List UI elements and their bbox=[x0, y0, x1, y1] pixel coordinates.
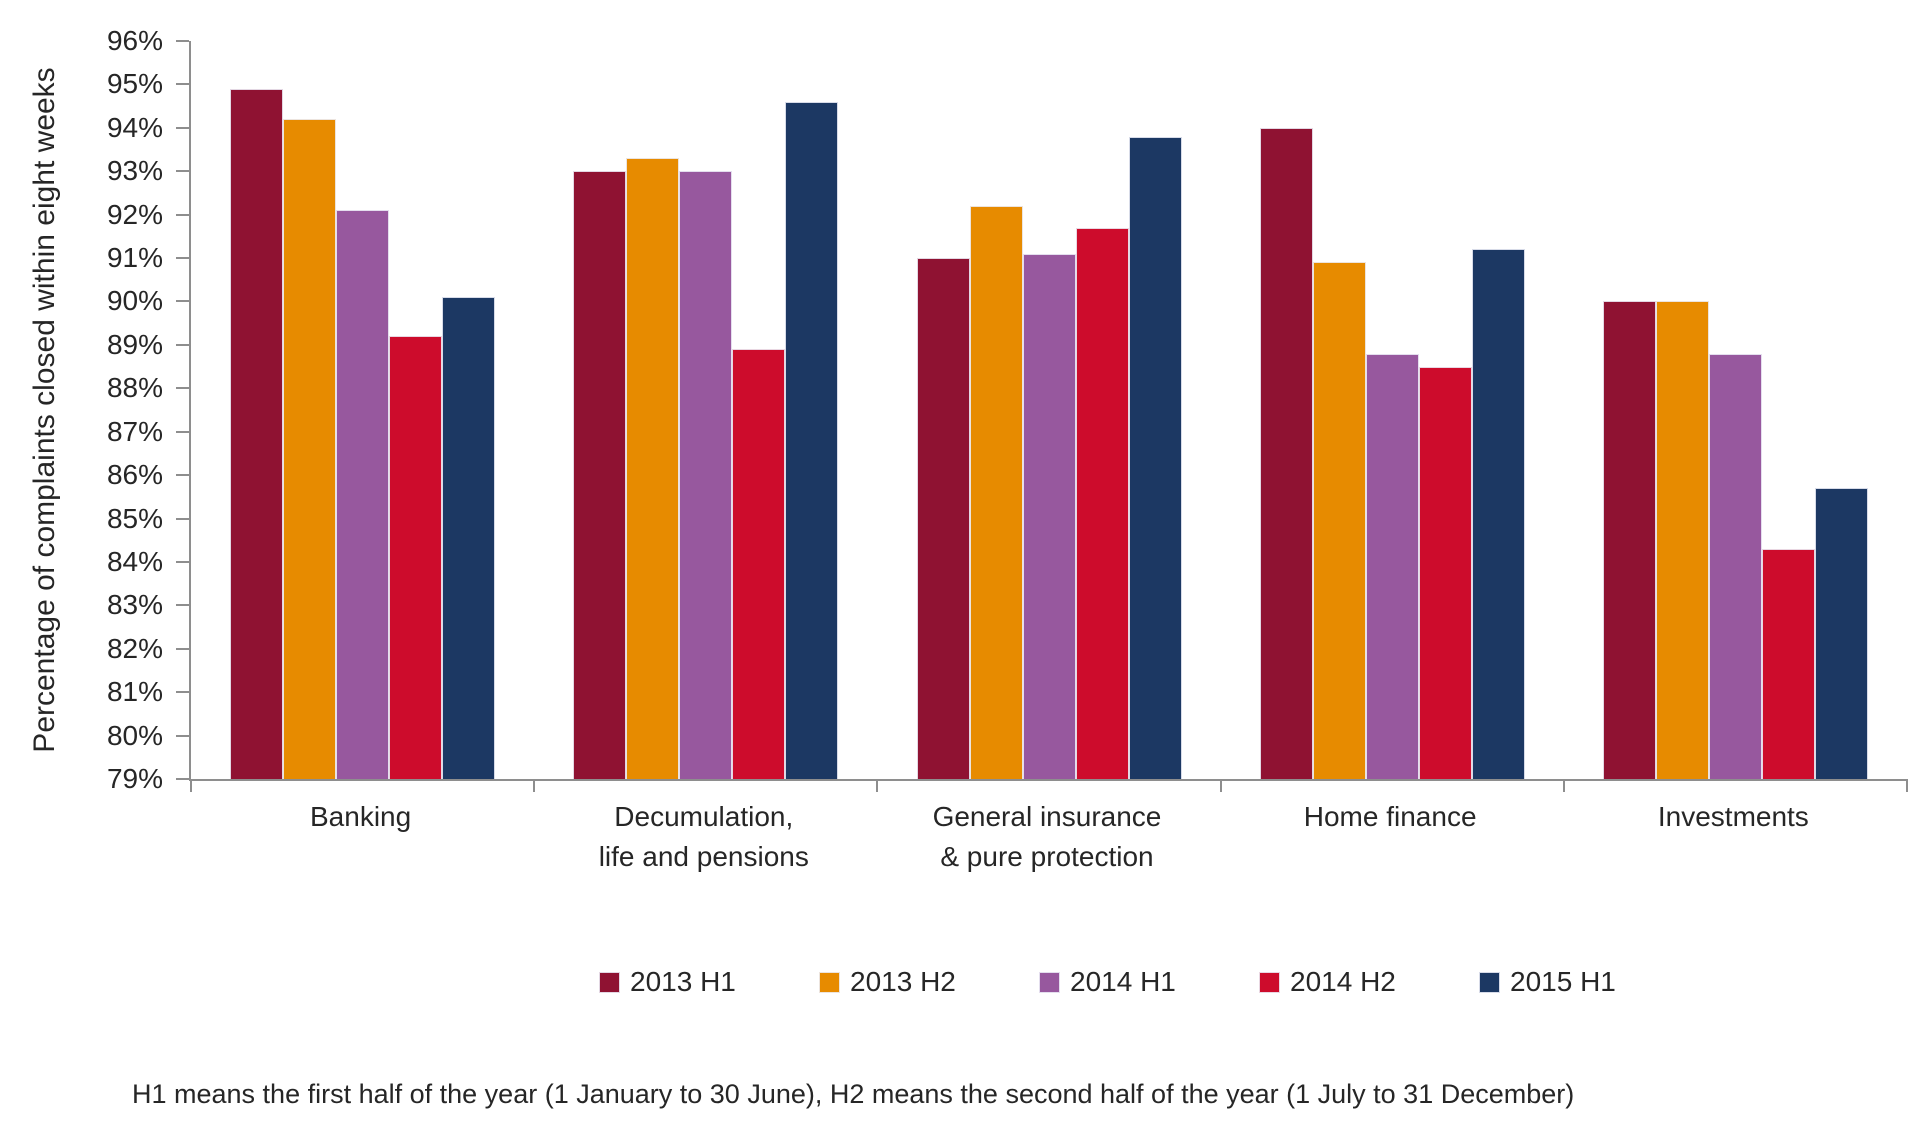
y-tick bbox=[176, 560, 189, 563]
bar-2013-h1-cat5 bbox=[1602, 301, 1656, 779]
x-tick bbox=[190, 779, 192, 792]
category-label: General insurance & pure protection bbox=[932, 801, 1162, 872]
y-tick-label: 82% bbox=[106, 632, 163, 664]
bar-2015-h1-cat5 bbox=[1814, 488, 1868, 779]
footnote: H1 means the first half of the year (1 J… bbox=[132, 1079, 1575, 1109]
x-tick bbox=[533, 779, 536, 792]
bar-2014-h1-cat3 bbox=[1022, 253, 1076, 779]
y-tick bbox=[176, 778, 189, 780]
legend-label: 2014 H2 bbox=[1290, 966, 1396, 997]
y-tick-label: 90% bbox=[106, 285, 163, 317]
y-tick-label: 84% bbox=[106, 545, 163, 577]
y-tick bbox=[176, 257, 189, 260]
y-axis-title: Percentage of complaints closed within e… bbox=[28, 67, 61, 753]
legend-swatch bbox=[1039, 971, 1060, 993]
y-tick bbox=[176, 213, 189, 216]
y-tick-label: 85% bbox=[106, 502, 163, 534]
y-tick bbox=[176, 170, 189, 173]
y-tick-label: 91% bbox=[106, 242, 163, 274]
bar-2013-h2-cat2 bbox=[626, 158, 680, 779]
bar-2014-h1-cat2 bbox=[679, 171, 733, 779]
y-tick-label: 94% bbox=[106, 111, 163, 143]
y-tick-label: 80% bbox=[106, 719, 163, 751]
x-axis-labels: Banking Decumulation, life and pensions Ge… bbox=[189, 797, 1905, 877]
legend-item: 2015 H1 bbox=[1479, 967, 1699, 997]
legend-swatch bbox=[819, 971, 840, 993]
bar-2014-h2-cat2 bbox=[732, 349, 786, 779]
y-tick bbox=[176, 387, 189, 390]
y-tick bbox=[176, 691, 189, 694]
y-tick-label: 79% bbox=[106, 763, 163, 794]
bar-2015-h1-cat2 bbox=[785, 101, 839, 779]
bar-2015-h1-cat3 bbox=[1128, 136, 1182, 779]
y-tick bbox=[176, 517, 189, 520]
bar-2013-h2-cat5 bbox=[1655, 301, 1709, 779]
y-tick bbox=[176, 604, 189, 607]
y-tick-label: 96% bbox=[106, 25, 163, 56]
y-tick-label: 88% bbox=[106, 372, 163, 404]
y-tick bbox=[176, 40, 189, 42]
legend-swatch bbox=[1259, 971, 1280, 993]
y-tick-label: 93% bbox=[106, 155, 163, 187]
bar-2015-h1-cat4 bbox=[1471, 249, 1525, 779]
y-tick-label: 89% bbox=[106, 328, 163, 360]
category-label: Home finance bbox=[1303, 801, 1477, 832]
plot-area: 79% 80% 81% 82% 83% 84% 85% 86% 87% 88% 89% 90% 91% 9… bbox=[107, 25, 1908, 794]
y-tick bbox=[176, 343, 189, 346]
y-tick bbox=[176, 647, 189, 650]
legend-swatch bbox=[599, 971, 620, 993]
category-label: Investments bbox=[1657, 801, 1809, 832]
x-tick bbox=[876, 779, 879, 792]
y-tick bbox=[176, 734, 189, 737]
legend-label: 2013 H1 bbox=[630, 966, 736, 997]
bar-2014-h1-cat1 bbox=[336, 210, 390, 779]
legend-item: 2013 H2 bbox=[819, 967, 1039, 997]
y-tick-label: 86% bbox=[106, 459, 163, 491]
bar-2014-h1-cat5 bbox=[1708, 353, 1762, 779]
x-tick bbox=[1219, 779, 1222, 792]
y-tick bbox=[176, 126, 189, 129]
bar-2013-h1-cat4 bbox=[1259, 127, 1313, 779]
bar-2013-h2-cat3 bbox=[969, 205, 1023, 779]
bar-2014-h2-cat5 bbox=[1761, 548, 1815, 779]
bar-2013-h1-cat3 bbox=[916, 258, 970, 779]
y-tick bbox=[176, 83, 189, 86]
y-tick bbox=[176, 474, 189, 477]
bar-2014-h1-cat4 bbox=[1365, 353, 1419, 779]
y-tick-label: 92% bbox=[106, 198, 163, 230]
legend-item: 2014 H2 bbox=[1259, 967, 1479, 997]
bar-2013-h1-cat1 bbox=[230, 88, 284, 779]
legend-item: 2013 H1 bbox=[599, 967, 819, 997]
bar-2013-h2-cat1 bbox=[283, 119, 337, 779]
legend-label: 2013 H2 bbox=[850, 966, 956, 997]
x-tick bbox=[1562, 779, 1565, 792]
legend-label: 2015 H1 bbox=[1510, 966, 1616, 997]
legend: 2013 H1 2013 H2 2014 H1 2014 H2 2015 H1 bbox=[599, 967, 1699, 997]
legend-swatch bbox=[1479, 971, 1500, 993]
y-tick-label: 83% bbox=[106, 589, 163, 621]
legend-item: 2014 H1 bbox=[1039, 967, 1259, 997]
y-tick-label: 87% bbox=[106, 415, 163, 447]
bar-2014-h2-cat3 bbox=[1075, 227, 1129, 779]
y-tick bbox=[176, 430, 189, 433]
category-label: Banking bbox=[310, 801, 412, 832]
legend-label: 2014 H1 bbox=[1070, 966, 1176, 997]
x-tick bbox=[1906, 779, 1908, 792]
bar-2014-h2-cat1 bbox=[389, 336, 443, 779]
y-tick-label: 81% bbox=[106, 676, 163, 708]
bar-2013-h1-cat2 bbox=[573, 171, 627, 779]
bar-2015-h1-cat1 bbox=[442, 297, 496, 779]
y-tick bbox=[176, 300, 189, 303]
category-label: Decumulation, life and pensions bbox=[598, 801, 809, 872]
y-tick-label: 95% bbox=[106, 68, 163, 100]
bar-2013-h2-cat4 bbox=[1312, 262, 1366, 779]
bar-2014-h2-cat4 bbox=[1418, 366, 1472, 779]
